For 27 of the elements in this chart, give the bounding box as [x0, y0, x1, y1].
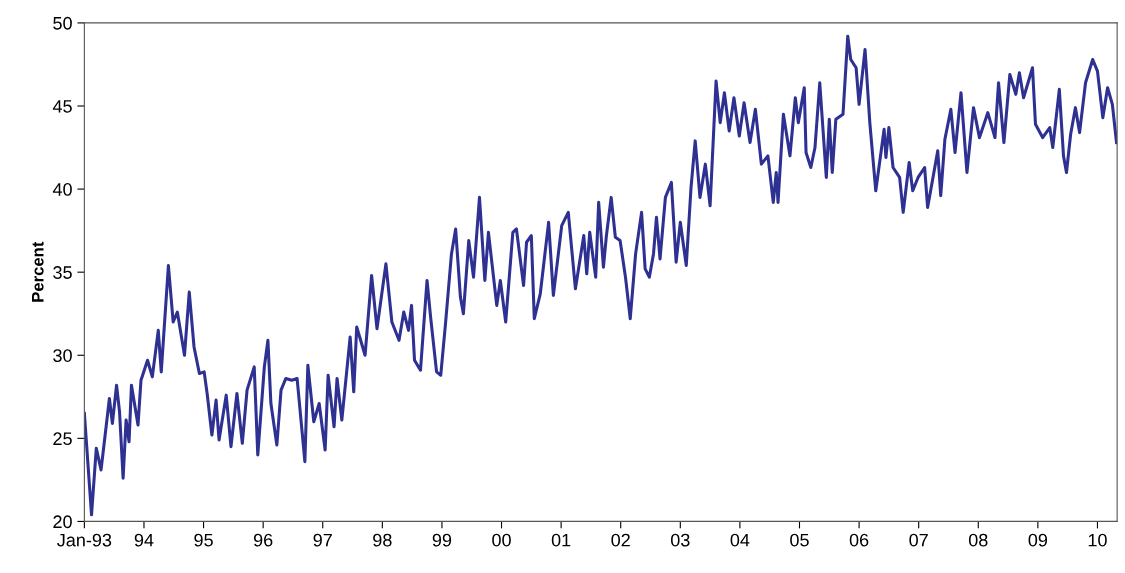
- y-tick-label: 35: [53, 266, 72, 279]
- y-tick-label: 25: [53, 432, 72, 446]
- y-tick-label: 40: [52, 183, 72, 196]
- line-series: [84, 34, 1118, 517]
- x-tick-label: 04: [730, 533, 750, 547]
- y-tick-label: 50: [53, 16, 72, 30]
- x-tick-label: 06: [849, 533, 869, 547]
- x-tick-label: 96: [253, 533, 273, 547]
- x-tick-label: 02: [611, 533, 630, 547]
- y-tick-label: 20: [53, 515, 72, 529]
- x-tick-label: 95: [194, 533, 213, 547]
- x-tick-label: 98: [373, 533, 392, 547]
- x-tick-label: 94: [134, 533, 154, 547]
- x-tick-label: 08: [968, 533, 988, 547]
- x-tick-label: 99: [432, 533, 452, 547]
- x-tick-label: 03: [670, 533, 690, 547]
- x-tick-label: 07: [909, 533, 928, 547]
- x-tick-label: 05: [790, 533, 809, 547]
- x-tick-label: 09: [1028, 533, 1048, 547]
- y-tick-label: 30: [53, 349, 72, 362]
- x-tick-label: 10: [1088, 533, 1107, 547]
- x-tick-label: Jan-93: [57, 533, 112, 547]
- x-tick-label: 01: [551, 533, 571, 547]
- y-axis-title: Percent: [32, 241, 44, 302]
- y-tick-label: 45: [52, 100, 72, 113]
- x-tick-label: 97: [313, 533, 332, 547]
- x-tick-label: 00: [492, 533, 511, 547]
